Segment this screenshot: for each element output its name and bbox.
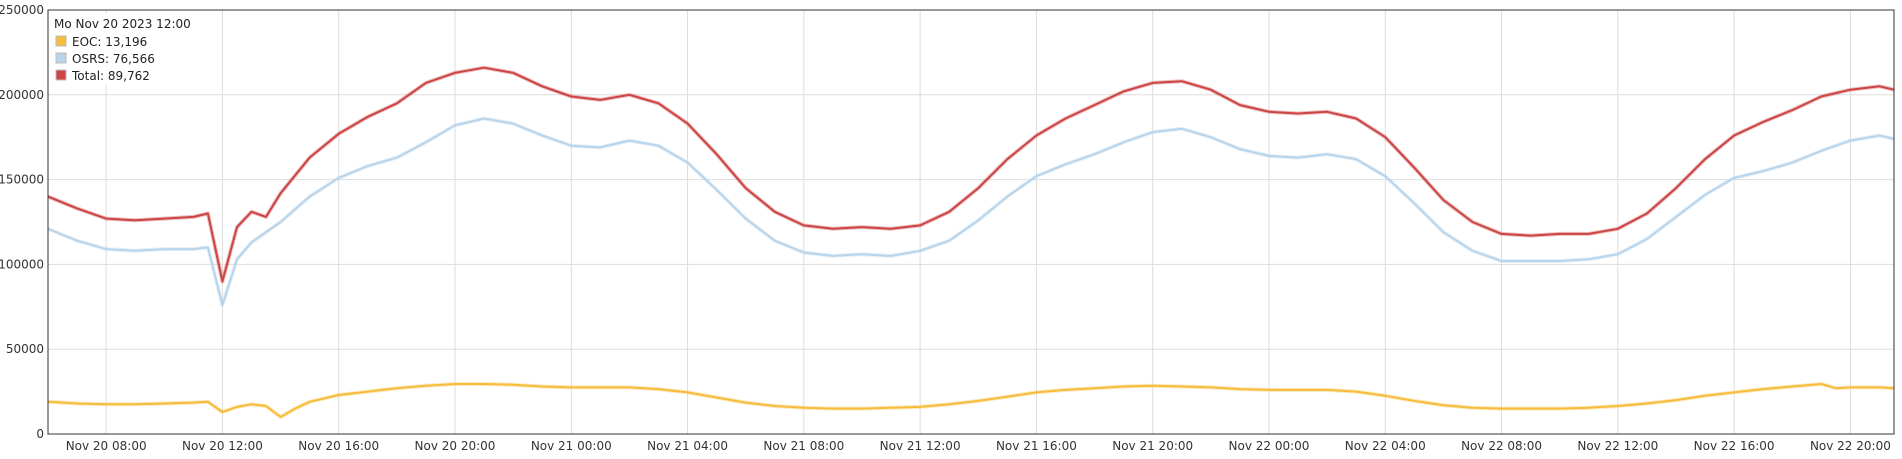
x-tick-label: Nov 22 00:00 — [1229, 439, 1310, 453]
x-tick-label: Nov 20 20:00 — [415, 439, 496, 453]
legend-swatch-total — [55, 69, 67, 81]
x-tick-label: Nov 20 12:00 — [182, 439, 263, 453]
legend-box — [51, 13, 168, 85]
series-lines — [47, 65, 1895, 419]
legend-entry-eoc: EOC: 13,196 — [55, 35, 147, 49]
x-tick-label: Nov 20 16:00 — [298, 439, 379, 453]
x-tick-label: Nov 21 20:00 — [1112, 439, 1193, 453]
series-line-eoc — [47, 383, 1895, 418]
legend-entry-osrs: OSRS: 76,566 — [55, 52, 155, 66]
legend-label-osrs: OSRS: 76,566 — [72, 52, 155, 66]
x-tick-label: Nov 21 16:00 — [996, 439, 1077, 453]
y-tick-label: 0 — [36, 427, 44, 441]
x-tick-label: Nov 22 04:00 — [1345, 439, 1426, 453]
y-tick-label: 200000 — [0, 88, 44, 102]
series-line-total — [47, 66, 1895, 283]
x-tick-label: Nov 22 12:00 — [1577, 439, 1658, 453]
x-tick-label: Nov 22 16:00 — [1694, 439, 1775, 453]
legend-label-eoc: EOC: 13,196 — [72, 35, 147, 49]
y-tick-label: 100000 — [0, 257, 44, 271]
legend-swatch-osrs — [55, 52, 67, 64]
x-tick-label: Nov 22 20:00 — [1810, 439, 1891, 453]
legend-entry-total: Total: 89,762 — [55, 69, 150, 83]
x-tick-label: Nov 20 08:00 — [66, 439, 147, 453]
x-tick-label: Nov 21 08:00 — [763, 439, 844, 453]
legend-header: Mo Nov 20 2023 12:00 — [54, 17, 191, 31]
y-axis-ticks: 0 50000 100000 150000 200000 250000 — [0, 3, 44, 441]
x-axis-ticks: Nov 20 08:00 Nov 20 12:00 Nov 20 16:00 Nov … — [66, 439, 1891, 453]
x-tick-label: Nov 22 08:00 — [1461, 439, 1542, 453]
legend-label-total: Total: 89,762 — [71, 69, 150, 83]
y-tick-label: 50000 — [6, 342, 44, 356]
plot-border — [47, 9, 1895, 435]
grid-lines — [48, 10, 1894, 434]
x-tick-label: Nov 21 00:00 — [531, 439, 612, 453]
plot-background — [48, 10, 1894, 434]
legend: Mo Nov 20 2023 12:00 EOC: 13,196 OSRS: 7… — [51, 13, 191, 85]
legend-swatch-eoc — [55, 35, 67, 47]
series-line-osrs — [47, 117, 1895, 307]
y-tick-label: 250000 — [0, 3, 44, 17]
x-tick-label: Nov 21 04:00 — [647, 439, 728, 453]
y-tick-label: 150000 — [0, 173, 44, 187]
x-tick-label: Nov 21 12:00 — [880, 439, 961, 453]
